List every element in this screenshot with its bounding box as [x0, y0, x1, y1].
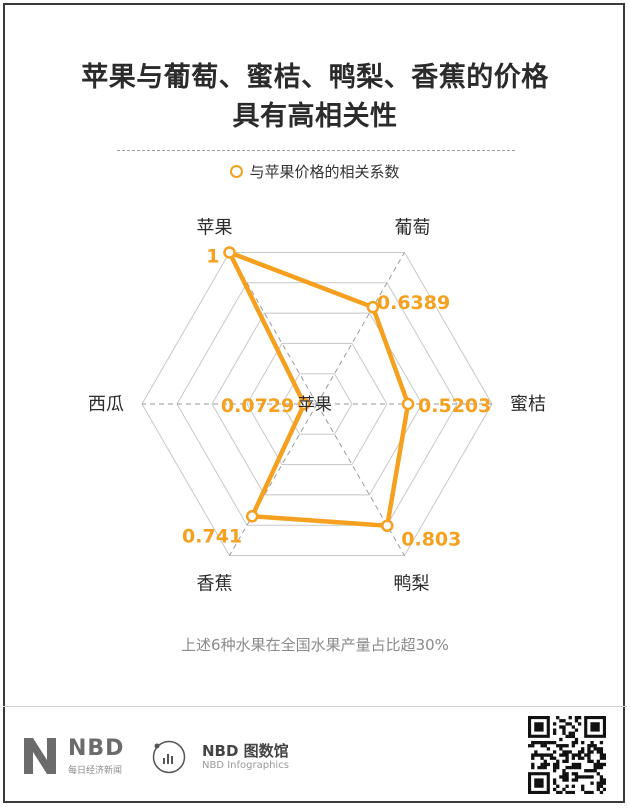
nbd-subtitle: 每日经济新闻	[68, 766, 123, 776]
infographics-brand: NBD 图数馆	[202, 742, 289, 760]
category-label: 西瓜	[88, 394, 124, 415]
value-label: 1	[206, 245, 219, 267]
legend-marker-icon	[230, 165, 244, 178]
grid-ring	[246, 342, 388, 466]
title-divider	[117, 150, 515, 151]
poster-frame	[3, 3, 625, 803]
value-label: 0.6389	[377, 292, 450, 314]
axis-line	[229, 403, 318, 556]
infographics-logo-icon	[152, 740, 186, 774]
chart-title-line-2: 具有高相关性	[232, 101, 398, 132]
data-point	[245, 510, 259, 523]
data-point	[297, 397, 311, 411]
nbd-brand: NBD	[68, 736, 125, 761]
category-label: 葡萄	[395, 217, 431, 238]
grid-ring	[281, 373, 353, 435]
category-label: 苹果	[197, 217, 233, 238]
qr-code-icon[interactable]	[528, 716, 606, 794]
chart-title-line-1: 苹果与葡萄、蜜桔、鸭梨、香蕉的价格	[81, 62, 549, 93]
data-point	[223, 246, 236, 259]
axis-line	[316, 252, 405, 405]
legend-label: 与苹果价格的相关系数	[249, 163, 400, 181]
data-point	[366, 300, 380, 314]
infographics-subtitle: NBD Infographics	[202, 760, 289, 771]
category-label: 香蕉	[197, 574, 233, 595]
nbd-logo-icon	[24, 738, 56, 774]
center-label: 苹果	[298, 395, 332, 415]
value-label: 0.803	[401, 529, 461, 551]
radar-series	[223, 246, 415, 532]
footer-divider	[3, 706, 627, 707]
grid-ring	[211, 312, 423, 496]
legend: 与苹果价格的相关系数	[0, 160, 630, 184]
category-label: 蜜桔	[510, 394, 546, 415]
value-label: 0.741	[182, 525, 242, 547]
data-point	[381, 519, 394, 532]
axis-line	[316, 403, 405, 556]
value-label: 0.0729	[221, 395, 294, 417]
value-label: 0.5203	[418, 395, 491, 417]
category-label: 鸭梨	[394, 574, 430, 595]
data-point	[401, 397, 415, 411]
footnote: 上述6种水果在全国水果产量占比超30%	[181, 636, 449, 654]
